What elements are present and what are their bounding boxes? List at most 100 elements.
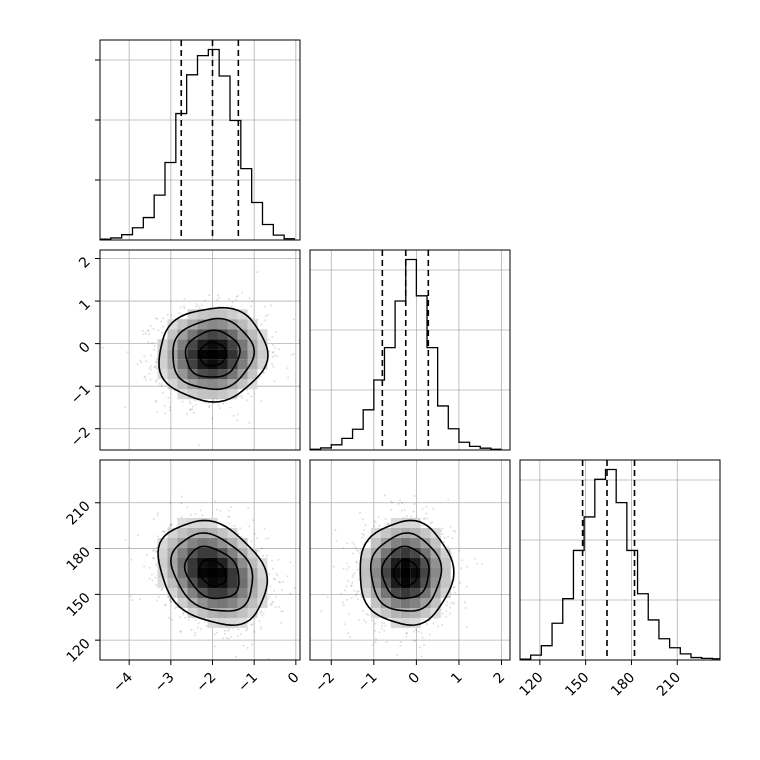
density-cell: [440, 577, 451, 588]
density-cell: [167, 587, 178, 598]
density-cell: [237, 379, 248, 390]
scatter-point: [155, 563, 157, 566]
density-cell: [247, 319, 258, 330]
scatter-point: [269, 603, 272, 606]
density-cell: [207, 369, 218, 380]
density-cell: [167, 527, 178, 538]
hist-0-bin-9: [198, 56, 209, 240]
density-cell: [187, 369, 198, 380]
scatter-point: [385, 641, 388, 643]
ytick-label-1-4: 2: [76, 254, 94, 272]
scatter-point: [342, 604, 345, 606]
scatter-point: [253, 630, 256, 633]
scatter-point: [281, 610, 284, 613]
hist-2-bin-1: [531, 655, 542, 660]
scatter-point: [390, 508, 393, 511]
scatter-point: [155, 399, 158, 402]
scatter-point: [179, 630, 182, 633]
scatter-point: [458, 549, 461, 552]
density-cell: [207, 587, 218, 598]
scatter-point: [278, 348, 280, 351]
density-cell: [197, 389, 208, 400]
scatter-point: [155, 380, 157, 383]
density-cell: [257, 577, 268, 588]
scatter-point: [208, 405, 211, 407]
scatter-point: [151, 579, 154, 582]
density-cell: [420, 577, 431, 588]
xtick-label-1-3: 1: [448, 670, 466, 688]
scatter-point: [440, 529, 443, 532]
scatter-point: [346, 598, 349, 601]
density-cell: [187, 587, 198, 598]
scatter-point: [421, 507, 424, 510]
density-cell: [247, 547, 258, 558]
scatter-point: [268, 338, 271, 341]
scatter-point: [271, 601, 274, 604]
scatter-point: [155, 358, 158, 361]
scatter-point: [152, 557, 155, 560]
scatter-point: [269, 585, 272, 588]
scatter-point: [216, 299, 219, 301]
joint-frame-1: [99, 459, 301, 661]
scatter-point: [256, 537, 258, 540]
hist-0-bin-3: [133, 228, 144, 240]
scatter-point: [161, 331, 163, 334]
density-cell: [197, 369, 208, 380]
density-cell: [237, 597, 248, 608]
hist-0-bin-15: [263, 225, 274, 240]
histogram-0: [100, 48, 295, 240]
scatter-point: [363, 619, 365, 622]
density-cell: [410, 567, 421, 578]
scatter-point: [162, 530, 165, 533]
density-cell: [237, 547, 248, 558]
scatter-point: [148, 372, 151, 375]
scatter-point: [405, 515, 408, 518]
scatter-point: [232, 414, 235, 417]
scatter-point: [383, 629, 386, 632]
scatter-point: [251, 623, 254, 626]
density-cell: [177, 577, 188, 588]
scatter-point: [459, 581, 461, 584]
density-cell: [390, 587, 401, 598]
scatter-point: [397, 502, 400, 505]
hist-1-bin-15: [470, 446, 481, 450]
scatter-point: [326, 596, 329, 599]
hist-2-bin-2: [541, 646, 552, 660]
scatter-point: [157, 596, 160, 599]
density-cell: [400, 587, 411, 598]
scatter-point: [420, 655, 423, 658]
scatter-point: [259, 625, 262, 628]
hist-2-bin-15: [680, 654, 691, 660]
scatter-point: [351, 581, 354, 584]
density-cell: [257, 359, 268, 370]
scatter-point: [279, 581, 282, 584]
scatter-point: [374, 641, 377, 643]
scatter-point: [212, 399, 215, 402]
scatter-point: [186, 506, 189, 509]
scatter-point: [124, 539, 127, 542]
density-cell: [217, 309, 228, 320]
density-cell: [370, 597, 381, 608]
xtick-label-0-0: −4: [110, 669, 136, 695]
density-cell: [187, 309, 198, 320]
scatter-point: [445, 615, 448, 618]
density-cell: [207, 527, 218, 538]
scatter-point: [272, 567, 274, 570]
scatter-point: [346, 568, 349, 571]
density-cell: [187, 389, 198, 400]
density-cell: [197, 587, 208, 598]
scatter-point: [355, 548, 358, 551]
scatter-point: [260, 627, 263, 630]
scatter-point: [353, 543, 356, 546]
scatter-point: [146, 329, 149, 332]
scatter-point: [447, 546, 449, 549]
density-cell: [177, 359, 188, 370]
density-cell: [167, 369, 178, 380]
xtick-label-0-2: −2: [193, 670, 219, 696]
scatter-point: [188, 400, 191, 403]
density-cell: [410, 557, 421, 568]
hist-frame-1: [309, 249, 511, 451]
density-cell: [197, 339, 208, 350]
scatter-point: [217, 296, 220, 299]
hist-2-bin-4: [563, 599, 574, 660]
